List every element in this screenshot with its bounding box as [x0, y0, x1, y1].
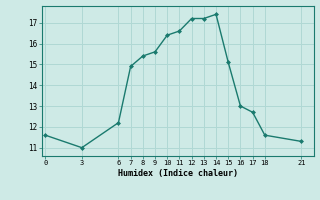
X-axis label: Humidex (Indice chaleur): Humidex (Indice chaleur)	[118, 169, 237, 178]
